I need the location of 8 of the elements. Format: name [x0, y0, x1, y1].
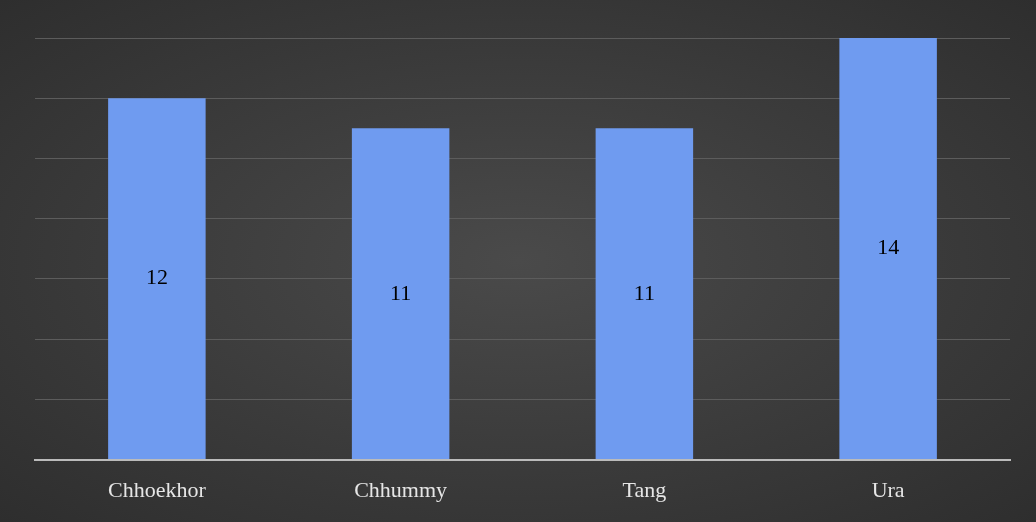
- x-tick-label: Chhummy: [354, 476, 448, 502]
- data-label: 11: [390, 279, 412, 305]
- data-label: 11: [633, 279, 655, 305]
- data-label: 14: [877, 234, 900, 260]
- x-tick-label: Ura: [871, 476, 905, 502]
- data-label: 12: [145, 264, 168, 290]
- x-tick-label: Chhoekhor: [107, 476, 207, 502]
- x-tick-label: Tang: [622, 476, 667, 502]
